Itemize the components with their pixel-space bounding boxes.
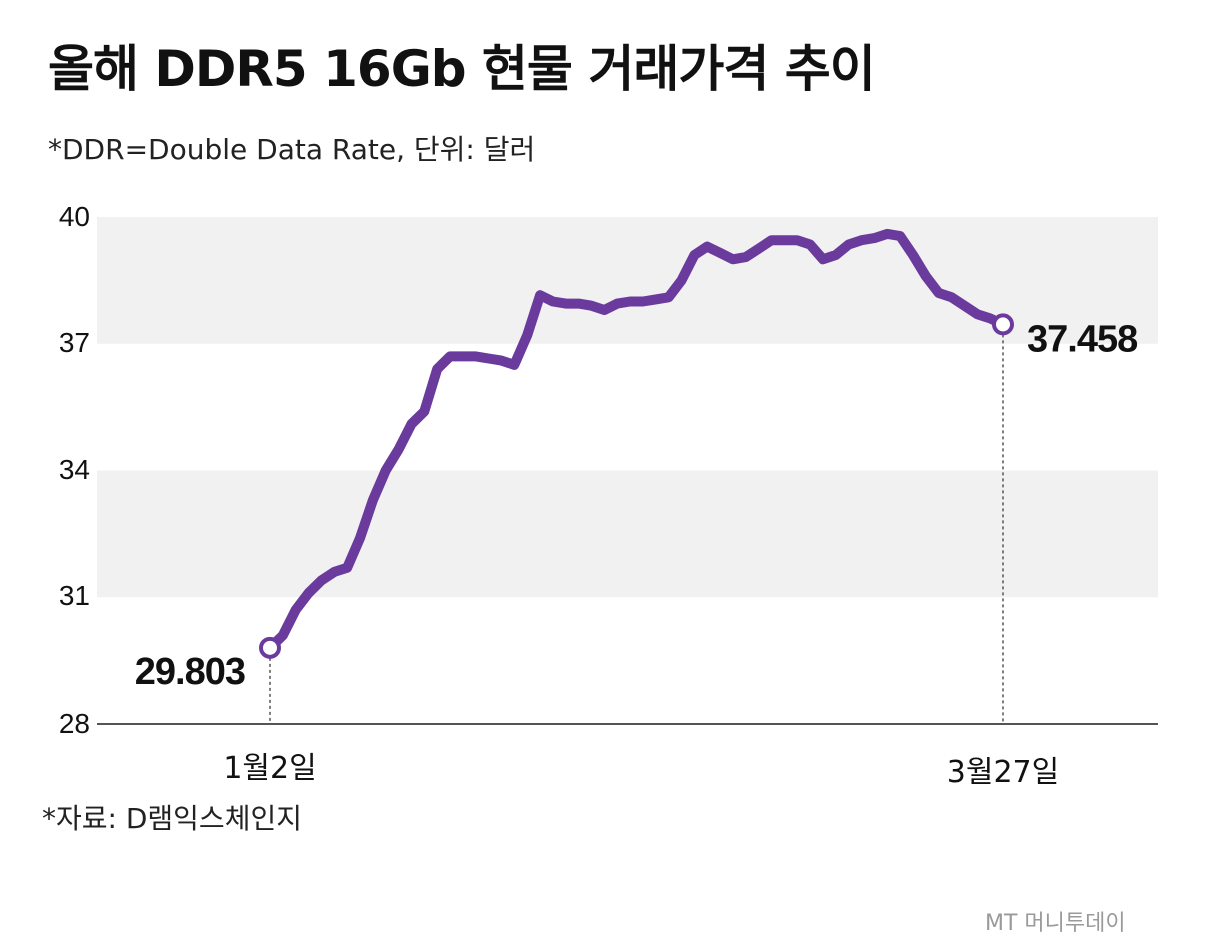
y-tick-label: 40 bbox=[59, 201, 90, 232]
chart-title: 올해 DDR5 16Gb 현물 거래가격 추이 bbox=[48, 40, 876, 98]
y-tick-label: 34 bbox=[59, 454, 90, 485]
y-axis-ticks: 40 37 34 31 28 bbox=[59, 201, 90, 739]
x-label-start: 1월2일 bbox=[223, 751, 316, 786]
publisher-logo: MT 머니투데이 bbox=[985, 911, 1126, 936]
background-band bbox=[97, 470, 1158, 598]
start-point-marker bbox=[259, 636, 281, 659]
end-value-label: 37.458 bbox=[1027, 318, 1137, 360]
source-note: *자료: D램익스체인지 bbox=[42, 802, 302, 835]
background-bands bbox=[97, 217, 1158, 598]
y-tick-label: 28 bbox=[59, 708, 90, 739]
background-band bbox=[97, 217, 1158, 344]
guide-lines bbox=[269, 334, 1004, 724]
end-point-marker bbox=[992, 313, 1014, 336]
y-tick-label: 37 bbox=[59, 327, 90, 358]
start-value-label: 29.803 bbox=[135, 651, 245, 693]
y-tick-label: 31 bbox=[59, 580, 90, 611]
series-line bbox=[265, 228, 1008, 653]
x-label-end: 3월27일 bbox=[947, 755, 1059, 790]
chart-subtitle: *DDR=Double Data Rate, 단위: 달러 bbox=[48, 133, 536, 166]
